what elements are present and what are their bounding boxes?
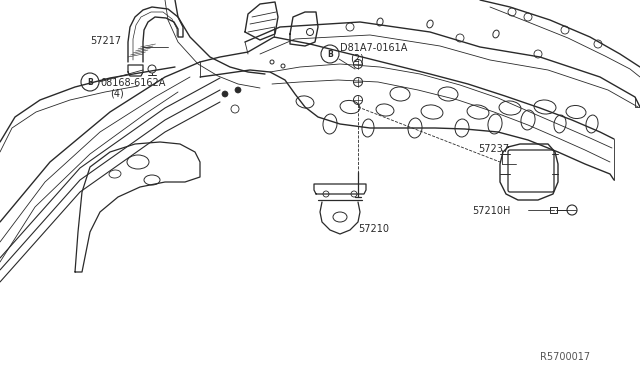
Text: (2): (2) [350,53,364,63]
Text: R5700017: R5700017 [540,352,590,362]
Text: 57217: 57217 [90,36,121,46]
Text: B: B [87,77,93,87]
Text: 08168-6162A: 08168-6162A [100,78,165,88]
Text: D81A7-0161A: D81A7-0161A [340,43,408,53]
Circle shape [222,91,228,97]
Circle shape [235,87,241,93]
Text: (4): (4) [110,88,124,98]
Text: 57210H: 57210H [472,206,510,216]
Text: 57210: 57210 [358,224,389,234]
Text: B: B [327,49,333,58]
Text: 57237: 57237 [478,144,509,154]
